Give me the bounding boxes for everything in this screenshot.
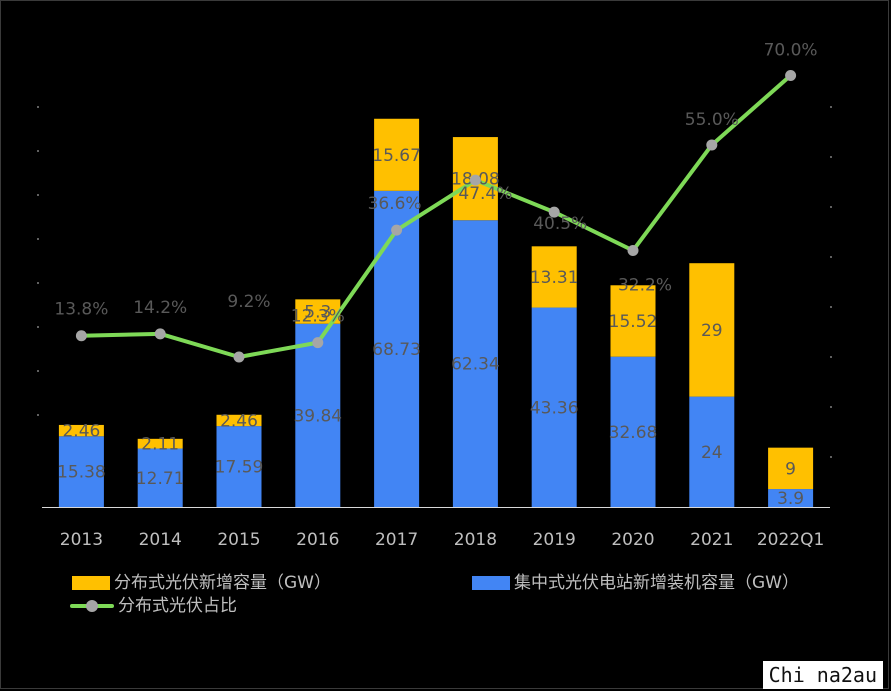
y-axis-tick-dot: [37, 238, 39, 240]
bar-distributed: [768, 447, 814, 490]
bar-centralized: [452, 220, 498, 507]
y2-axis-tick-dot: [830, 356, 832, 358]
y2-axis-tick-dot: [830, 206, 832, 208]
bar-centralized: [216, 426, 262, 507]
bar-label-distributed: 5.3: [304, 303, 331, 323]
ratio-marker: [548, 206, 560, 218]
ratio-label: 47.4%: [458, 184, 512, 204]
bar-centralized: [768, 489, 814, 507]
ratio-marker: [233, 351, 245, 363]
legend-centralized: 集中式光伏电站新增装机容量（GW）: [472, 572, 799, 594]
bar-label-distributed: 29: [701, 321, 723, 341]
bar-distributed: [137, 438, 183, 449]
bar-label-centralized: 62.34: [451, 355, 500, 375]
y2-axis-tick-dot: [830, 406, 832, 408]
x-tick-label: 2013: [60, 530, 103, 550]
y2-axis-tick-dot: [830, 456, 832, 458]
ratio-marker: [469, 174, 481, 186]
bar-label-centralized: 24: [701, 443, 723, 463]
bar-distributed: [58, 424, 104, 437]
y-axis-tick-dot: [37, 414, 39, 416]
x-tick-label: 2022Q1: [757, 530, 824, 550]
y-axis-tick-dot: [37, 370, 39, 372]
y2-axis-tick-dot: [830, 256, 832, 258]
y-axis-tick-dot: [37, 282, 39, 284]
bar-label-centralized: 32.68: [609, 423, 658, 443]
ratio-label: 14.2%: [133, 298, 187, 318]
ratio-label: 9.2%: [227, 292, 270, 312]
bar-label-distributed: 15.67: [372, 146, 421, 166]
bar-label-centralized: 3.9: [777, 489, 804, 509]
ratio-label: 70.0%: [764, 41, 818, 61]
y2-axis-tick-dot: [830, 306, 832, 308]
bar-distributed: [531, 246, 577, 308]
bar-centralized: [137, 448, 183, 507]
bar-label-distributed: 15.52: [609, 312, 658, 332]
bar-label-centralized: 39.84: [293, 406, 342, 426]
legend-swatch-centralized: [472, 576, 510, 590]
x-tick-label: 2021: [690, 530, 733, 550]
ratio-marker: [312, 337, 324, 349]
y2-axis-tick-dot: [830, 106, 832, 108]
y-axis-tick-dot: [37, 326, 39, 328]
bar-centralized: [689, 396, 735, 507]
ratio-line: [79, 73, 793, 360]
legend-swatch-ratio: [70, 599, 114, 613]
ratio-marker: [706, 139, 718, 151]
x-tick-label: 2018: [454, 530, 497, 550]
ratio-marker: [75, 330, 87, 342]
bar-label-centralized: 15.38: [57, 463, 106, 483]
legend-ratio: 分布式光伏占比: [70, 595, 237, 617]
y-axis-tick-dot: [37, 150, 39, 152]
bar-label-distributed: 2.46: [62, 422, 100, 442]
bar-label-distributed: 2.11: [141, 435, 179, 455]
ratio-marker: [627, 245, 639, 257]
watermark: Chi na2au: [762, 661, 883, 689]
bar-label-centralized: 17.59: [215, 458, 264, 478]
bar-label-distributed: 9: [785, 459, 796, 479]
x-tick-label: 2019: [533, 530, 576, 550]
ratio-marker: [154, 328, 166, 340]
legend-label-distributed: 分布式光伏新增容量（GW）: [114, 573, 331, 593]
legend-label-ratio: 分布式光伏占比: [118, 596, 237, 616]
x-tick-label: 2020: [611, 530, 654, 550]
ratio-label: 55.0%: [685, 110, 739, 130]
bar-label-distributed: 13.31: [530, 268, 579, 288]
ratio-label: 32.2%: [618, 276, 672, 296]
ratio-label: 13.8%: [54, 300, 108, 320]
x-tick-label: 2017: [375, 530, 418, 550]
bar-centralized: [531, 307, 577, 507]
bar-distributed: [610, 285, 656, 357]
bar-centralized: [374, 190, 420, 508]
x-tick-label: 2015: [217, 530, 260, 550]
legend-distributed: 分布式光伏新增容量（GW）: [72, 572, 331, 594]
bar-centralized: [610, 356, 656, 507]
bar-distributed: [374, 118, 420, 191]
bar-distributed: [216, 414, 262, 427]
y2-axis-tick-dot: [830, 156, 832, 158]
x-tick-label: 2016: [296, 530, 339, 550]
bar-label-centralized: 43.36: [530, 398, 579, 418]
y-axis-tick-dot: [37, 194, 39, 196]
ratio-label: 12.3%: [291, 307, 345, 327]
ratio-marker: [391, 224, 403, 236]
ratio-label: 36.6%: [368, 194, 422, 214]
bar-centralized: [58, 436, 104, 507]
ratio-marker: [785, 70, 797, 81]
bar-centralized: [295, 323, 341, 507]
bar-label-centralized: 68.73: [372, 340, 421, 360]
legend-label-centralized: 集中式光伏电站新增装机容量（GW）: [514, 573, 799, 593]
bar-label-distributed: 2.46: [220, 411, 258, 431]
y-axis-tick-dot: [37, 106, 39, 108]
legend-swatch-distributed: [72, 576, 110, 590]
bar-distributed: [689, 263, 735, 397]
x-tick-label: 2014: [139, 530, 182, 550]
ratio-label: 40.5%: [533, 214, 587, 234]
bar-label-centralized: 12.71: [136, 469, 185, 489]
